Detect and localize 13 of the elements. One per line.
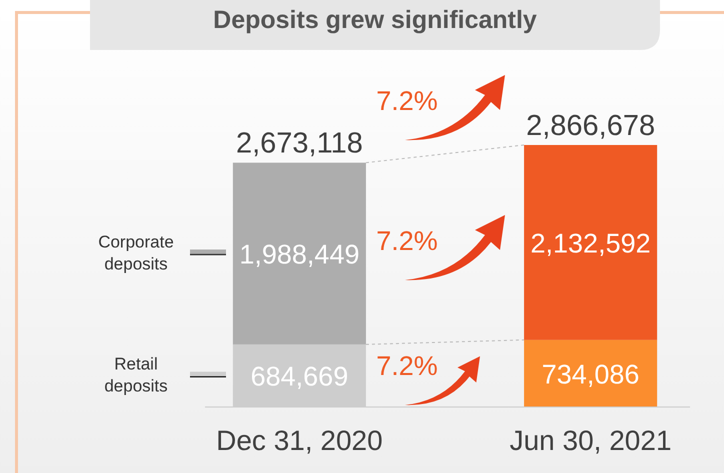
legend-label: Retail deposits bbox=[104, 354, 168, 396]
annotation: 7.2% bbox=[376, 351, 438, 381]
data-label: 2,132,592 bbox=[530, 228, 651, 258]
text: 7.2% bbox=[376, 86, 438, 116]
legend-label: Corporate deposits bbox=[98, 232, 174, 274]
x-tick-label: Dec 31, 2020 bbox=[216, 425, 383, 456]
annotation: 7.2% bbox=[376, 226, 438, 256]
total-label: 2,673,118 bbox=[236, 128, 363, 160]
total-label: 2,866,678 bbox=[526, 110, 656, 142]
data-label: 734,086 bbox=[542, 359, 640, 390]
data-label: 1,988,449 bbox=[239, 240, 360, 270]
x-tick-label: Jun 30, 2021 bbox=[510, 425, 672, 456]
chart-title: Deposits grew significantly bbox=[213, 6, 537, 34]
